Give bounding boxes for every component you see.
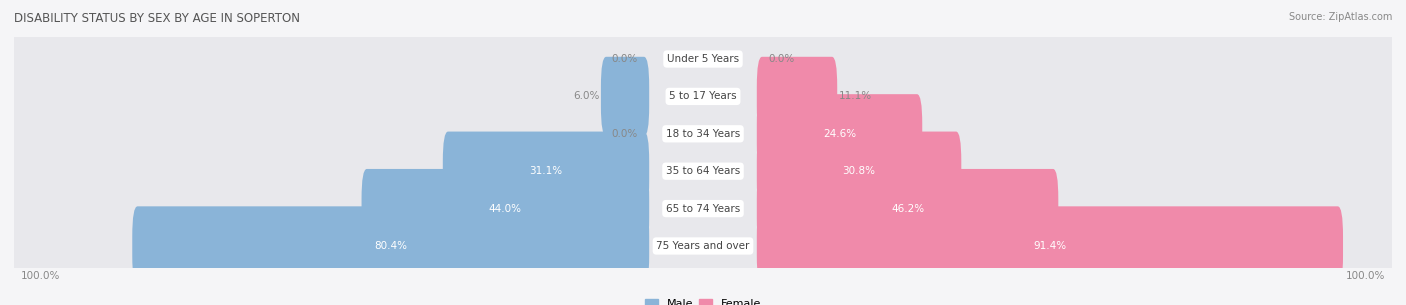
FancyBboxPatch shape: [13, 34, 1393, 84]
FancyBboxPatch shape: [13, 146, 1393, 196]
Text: 0.0%: 0.0%: [612, 54, 637, 64]
FancyBboxPatch shape: [443, 131, 650, 211]
Text: 18 to 34 Years: 18 to 34 Years: [666, 129, 740, 139]
FancyBboxPatch shape: [13, 184, 1393, 233]
FancyBboxPatch shape: [13, 72, 1393, 121]
FancyBboxPatch shape: [132, 206, 650, 285]
Text: 24.6%: 24.6%: [823, 129, 856, 139]
FancyBboxPatch shape: [756, 131, 962, 211]
FancyBboxPatch shape: [13, 221, 1393, 271]
FancyBboxPatch shape: [756, 57, 837, 136]
FancyBboxPatch shape: [13, 109, 1393, 159]
Text: 0.0%: 0.0%: [612, 129, 637, 139]
FancyBboxPatch shape: [756, 169, 1059, 248]
Text: 6.0%: 6.0%: [574, 92, 599, 102]
FancyBboxPatch shape: [361, 169, 650, 248]
Text: 0.0%: 0.0%: [769, 54, 794, 64]
Text: 75 Years and over: 75 Years and over: [657, 241, 749, 251]
Text: 30.8%: 30.8%: [842, 166, 876, 176]
Legend: Male, Female: Male, Female: [640, 295, 766, 305]
Text: 5 to 17 Years: 5 to 17 Years: [669, 92, 737, 102]
Text: DISABILITY STATUS BY SEX BY AGE IN SOPERTON: DISABILITY STATUS BY SEX BY AGE IN SOPER…: [14, 12, 299, 25]
FancyBboxPatch shape: [756, 94, 922, 174]
FancyBboxPatch shape: [600, 57, 650, 136]
Text: 46.2%: 46.2%: [891, 203, 924, 213]
Text: 31.1%: 31.1%: [530, 166, 562, 176]
Text: 35 to 64 Years: 35 to 64 Years: [666, 166, 740, 176]
Text: 11.1%: 11.1%: [838, 92, 872, 102]
Text: 80.4%: 80.4%: [374, 241, 408, 251]
Text: 100.0%: 100.0%: [21, 271, 60, 282]
Text: Source: ZipAtlas.com: Source: ZipAtlas.com: [1288, 12, 1392, 22]
FancyBboxPatch shape: [756, 206, 1343, 285]
Text: 65 to 74 Years: 65 to 74 Years: [666, 203, 740, 213]
Text: 100.0%: 100.0%: [1346, 271, 1385, 282]
Text: 91.4%: 91.4%: [1033, 241, 1067, 251]
Text: Under 5 Years: Under 5 Years: [666, 54, 740, 64]
Text: 44.0%: 44.0%: [489, 203, 522, 213]
